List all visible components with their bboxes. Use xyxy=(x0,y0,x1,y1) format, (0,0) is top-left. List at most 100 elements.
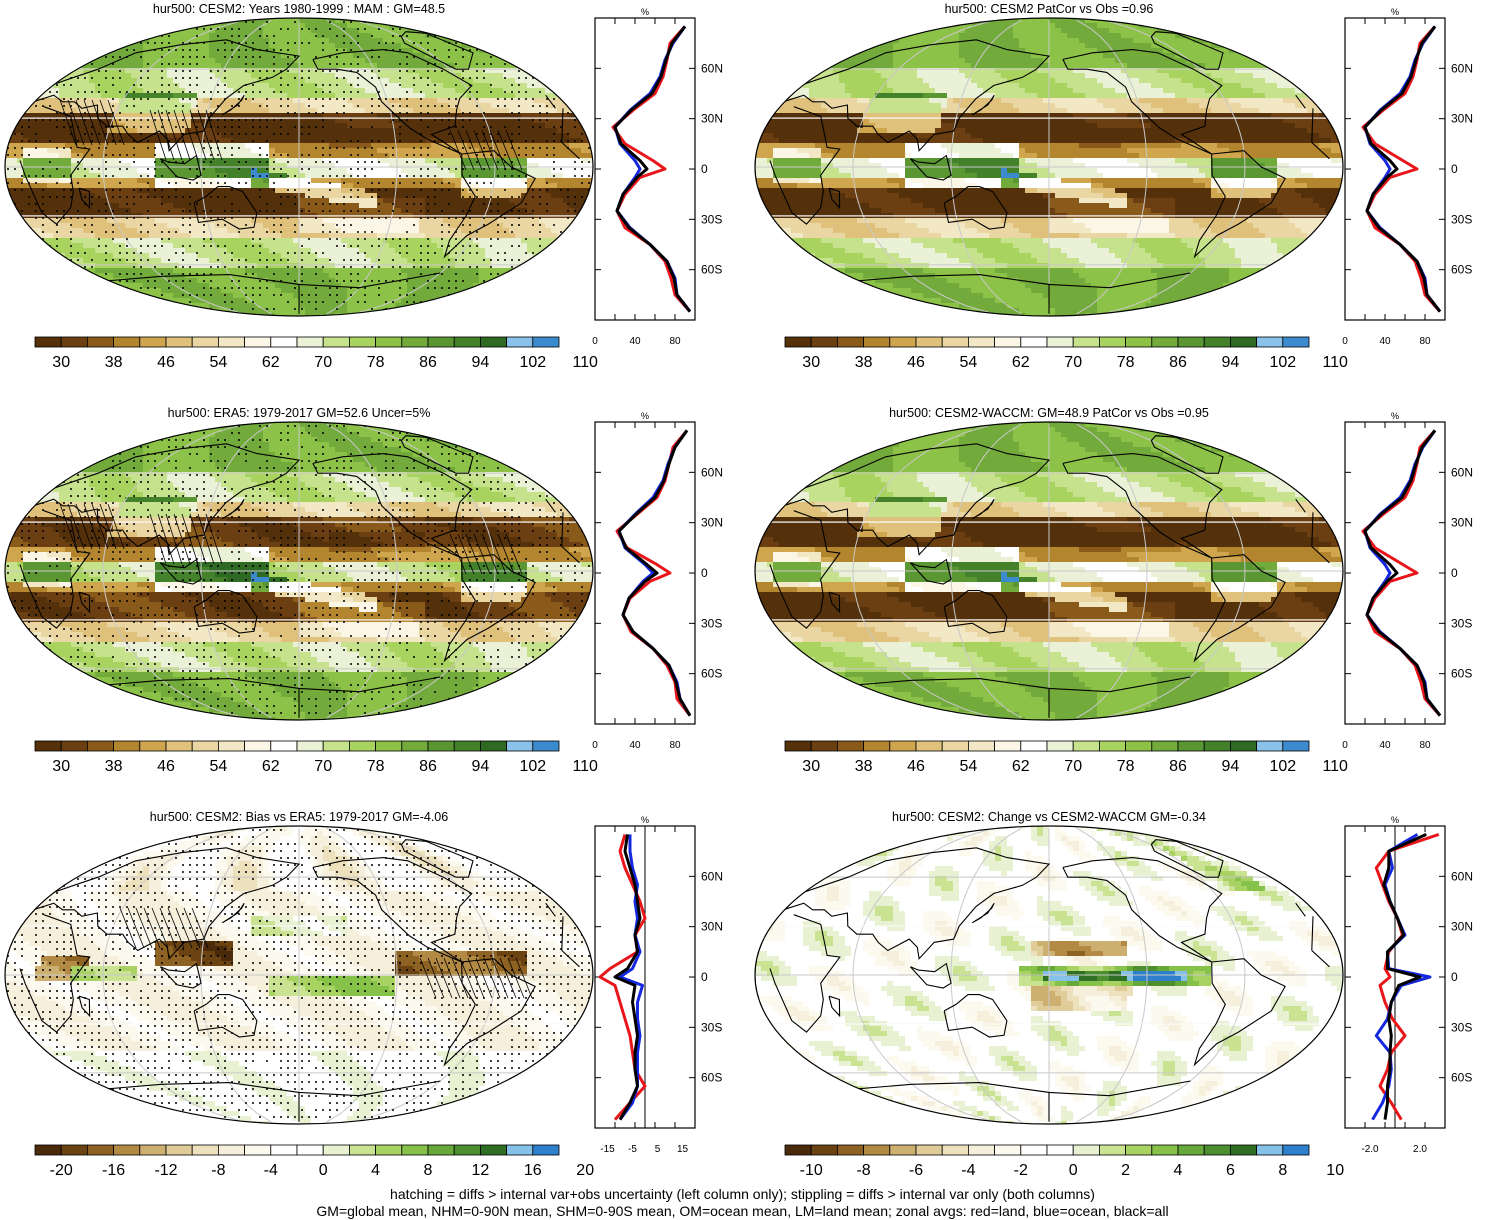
colorbar-label: 70 xyxy=(1064,354,1082,371)
colorbar-label: 46 xyxy=(157,758,175,775)
colorbar-label: 78 xyxy=(367,354,385,371)
colorbar-label: 38 xyxy=(855,354,873,371)
colorbar-label: 46 xyxy=(907,354,925,371)
colorbar-label: 0 xyxy=(1069,1162,1078,1179)
profile-lat-label: 30S xyxy=(1451,616,1472,630)
colorbar-label: 0 xyxy=(319,1162,328,1179)
profile-lat-label: 0 xyxy=(701,162,708,176)
colorbar-label: -16 xyxy=(102,1162,125,1179)
colorbar-label: 38 xyxy=(105,758,123,775)
colorbar-label: 86 xyxy=(419,354,437,371)
colorbar-label: 4 xyxy=(1174,1162,1183,1179)
colorbar-label: 4 xyxy=(371,1162,380,1179)
profile-units: % xyxy=(1391,411,1399,421)
profile-x-tick: 0 xyxy=(592,740,598,751)
profile-x-tick: 80 xyxy=(669,740,681,751)
colorbar-label: -4 xyxy=(264,1162,278,1179)
footer-hatching-note: hatching = diffs > internal var+obs unce… xyxy=(0,1186,1485,1203)
colorbar-label: 54 xyxy=(210,758,228,775)
colorbar-label: 46 xyxy=(907,758,925,775)
colorbar-label: 70 xyxy=(1064,758,1082,775)
colorbar-label: 102 xyxy=(519,758,546,775)
colorbar-label: 16 xyxy=(524,1162,542,1179)
footer-legend-note: GM=global mean, NHM=0-90N mean, SHM=0-90… xyxy=(0,1203,1485,1220)
colorbar-label: -2 xyxy=(1014,1162,1028,1179)
profile-lat-label: 0 xyxy=(1451,970,1458,984)
profile-lat-label: 30S xyxy=(701,212,722,226)
colorbar-label: 86 xyxy=(1169,354,1187,371)
colorbar-label: 54 xyxy=(960,758,978,775)
profile-x-tick: -2.0 xyxy=(1361,1144,1379,1155)
profile-x-tick: 40 xyxy=(1379,740,1391,751)
colorbar-label: 78 xyxy=(1117,354,1135,371)
profile-lat-label: 30N xyxy=(701,920,723,934)
profile-units: % xyxy=(1391,815,1399,825)
colorbar-label: 62 xyxy=(262,354,280,371)
profile-x-tick: 80 xyxy=(669,336,681,347)
colorbar-label: 46 xyxy=(157,354,175,371)
profile-lat-label: 60S xyxy=(701,667,722,681)
profile-lat-label: 60N xyxy=(701,869,723,883)
profile-x-tick: 40 xyxy=(629,740,641,751)
colorbar-label: 38 xyxy=(105,354,123,371)
profile-x-tick: 80 xyxy=(1419,336,1431,347)
colorbar-label: 10 xyxy=(1326,1162,1344,1179)
colorbar-label: 54 xyxy=(210,354,228,371)
colorbar-label: 54 xyxy=(960,354,978,371)
colorbar-label: -6 xyxy=(909,1162,923,1179)
colorbar-label: -12 xyxy=(154,1162,177,1179)
profile-lat-label: 60N xyxy=(701,61,723,75)
profile-lat-label: 30S xyxy=(701,1020,722,1034)
profile-x-tick: -5 xyxy=(628,1144,637,1155)
colorbar-label: -4 xyxy=(961,1162,975,1179)
profile-lat-label: 60S xyxy=(701,1071,722,1085)
profile-lat-label: 60N xyxy=(1451,465,1473,479)
colorbar-label: 62 xyxy=(1012,354,1030,371)
colorbar-label: 86 xyxy=(419,758,437,775)
profile-lat-label: 0 xyxy=(1451,162,1458,176)
colorbar-label: 8 xyxy=(424,1162,433,1179)
colorbar-label: 8 xyxy=(1278,1162,1287,1179)
panel-6: hur500: CESM2: Change vs CESM2-WACCM GM=… xyxy=(750,808,1485,1208)
profile-lat-label: 0 xyxy=(1451,566,1458,580)
panel-5: hur500: CESM2: Bias vs ERA5: 1979-2017 G… xyxy=(0,808,735,1208)
profile-lat-label: 60N xyxy=(1451,61,1473,75)
profile-lat-label: 30N xyxy=(701,112,723,126)
colorbar-label: -20 xyxy=(50,1162,73,1179)
profile-x-tick: 0 xyxy=(592,336,598,347)
colorbar-label: -10 xyxy=(800,1162,823,1179)
panel-4: hur500: CESM2-WACCM: GM=48.9 PatCor vs O… xyxy=(750,404,1485,804)
profile-lat-label: 0 xyxy=(701,566,708,580)
colorbar-label: 110 xyxy=(1322,354,1348,371)
profile-units: % xyxy=(641,815,649,825)
colorbar-label: 70 xyxy=(314,354,332,371)
profile-x-tick: 40 xyxy=(1379,336,1391,347)
profile-lat-label: 30N xyxy=(1451,516,1473,530)
colorbar-label: 2 xyxy=(1121,1162,1130,1179)
colorbar-label: 62 xyxy=(262,758,280,775)
profile-lat-label: 60S xyxy=(1451,1071,1472,1085)
profile-x-tick: 2.0 xyxy=(1413,1144,1427,1155)
profile-units: % xyxy=(641,411,649,421)
profile-lat-label: 60N xyxy=(1451,869,1473,883)
colorbar-label: 62 xyxy=(1012,758,1030,775)
profile-lat-label: 30N xyxy=(1451,112,1473,126)
profile-x-tick: 15 xyxy=(677,1144,689,1155)
colorbar-label: 94 xyxy=(472,758,490,775)
profile-lat-label: 30S xyxy=(701,616,722,630)
colorbar-label: 78 xyxy=(367,758,385,775)
